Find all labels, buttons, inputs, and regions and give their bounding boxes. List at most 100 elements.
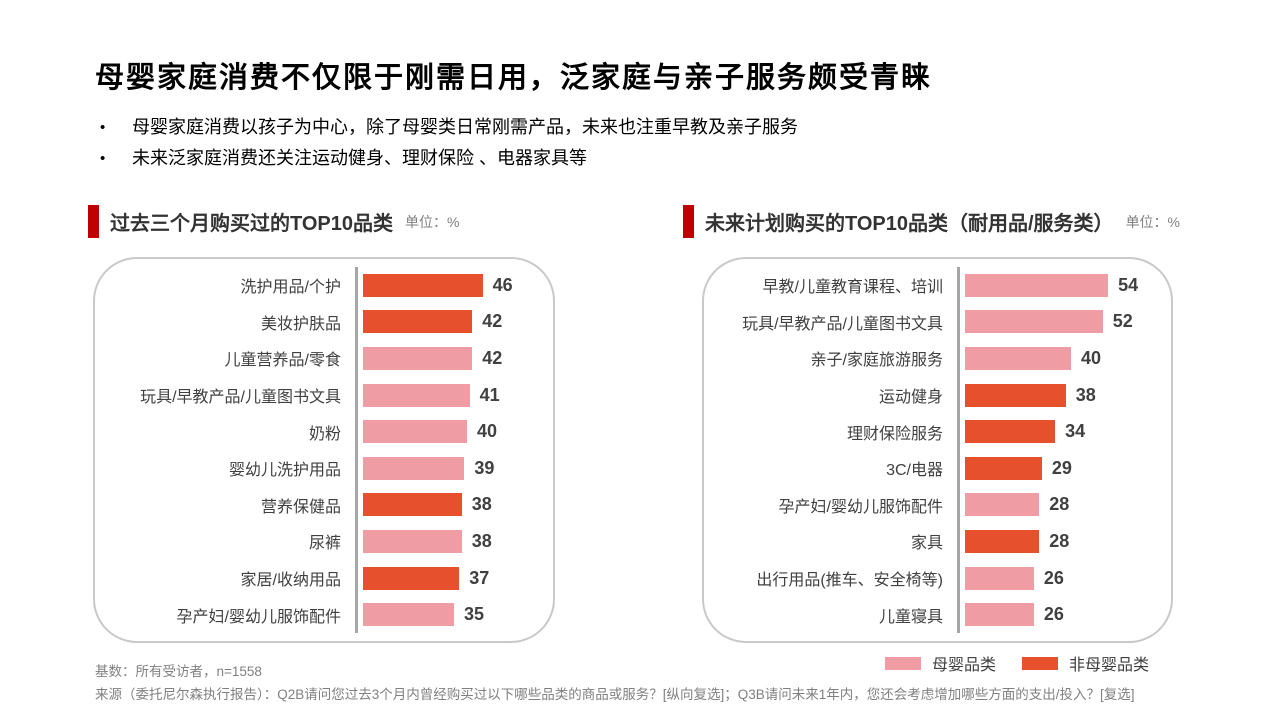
- bar: [363, 420, 467, 444]
- value-label: 54: [1118, 274, 1139, 295]
- bar-row: 家居/收纳用品 37: [95, 559, 553, 597]
- bullet-item: 未来泛家庭消费还关注运动健身、理财保险 、电器家具等: [98, 143, 798, 174]
- category-label: 运动健身: [878, 389, 943, 407]
- value-label: 37: [469, 567, 490, 588]
- category-label: 孕产妇/婴幼儿服饰配件: [778, 498, 943, 516]
- value-label: 35: [464, 604, 485, 625]
- bar-plot-area: 26: [957, 596, 1171, 633]
- bar-row: 玩具/早教产品/儿童图书文具 52: [704, 303, 1171, 341]
- bar: [965, 273, 1109, 297]
- category-label: 理财保险服务: [846, 425, 943, 443]
- value-label: 52: [1112, 311, 1133, 332]
- bar-row: 儿童寝具 26: [704, 596, 1171, 633]
- chart-title: 过去三个月购买过的TOP10品类: [110, 213, 393, 235]
- unit-label: 单位：%: [405, 213, 460, 230]
- bar: [965, 529, 1040, 553]
- bar-plot-area: 52: [957, 303, 1171, 341]
- legend-label: 母婴品类: [932, 657, 997, 674]
- bar-plot-area: 54: [957, 267, 1171, 304]
- bar-row: 孕产妇/婴幼儿服饰配件 35: [95, 596, 553, 633]
- value-label: 29: [1051, 457, 1072, 478]
- base-note: 基数：所有受访者，n=1558: [95, 664, 262, 679]
- value-label: 38: [471, 530, 492, 551]
- bar-row: 营养保健品 38: [95, 486, 553, 524]
- bar-plot-area: 28: [957, 486, 1171, 524]
- bar-plot-area: 37: [355, 559, 553, 597]
- legend-swatch-pink: [885, 656, 921, 670]
- value-label: 28: [1049, 494, 1070, 515]
- category-label: 美妆护肤品: [260, 315, 341, 333]
- chart-legend: 母婴品类 非母婴品类: [885, 651, 1149, 675]
- bar-plot-area: 41: [355, 376, 553, 414]
- chart-header-future: 未来计划购买的TOP10品类（耐用品/服务类） 单位：%: [683, 205, 1180, 238]
- bar-plot-area: 42: [355, 340, 553, 377]
- bar-plot-area: 38: [355, 486, 553, 524]
- value-label: 26: [1043, 567, 1064, 588]
- bar: [965, 493, 1040, 517]
- value-label: 42: [482, 347, 503, 368]
- category-label: 亲子/家庭旅游服务: [810, 352, 943, 370]
- bar: [363, 603, 454, 627]
- value-label: 34: [1065, 421, 1086, 442]
- bar: [363, 383, 470, 407]
- category-label: 洗护用品/个护: [240, 279, 341, 297]
- bar-row: 理财保险服务 34: [704, 413, 1171, 450]
- bar: [965, 420, 1056, 444]
- bar-row: 美妆护肤品 42: [95, 303, 553, 341]
- category-label: 尿裤: [308, 535, 341, 553]
- bar: [965, 566, 1034, 590]
- category-label: 玩具/早教产品/儿童图书文具: [140, 389, 341, 407]
- bar-row: 3C/电器 29: [704, 449, 1171, 487]
- red-accent-marker: [88, 205, 99, 238]
- bar-plot-area: 29: [957, 449, 1171, 487]
- bar-row: 婴幼儿洗护用品 39: [95, 449, 553, 487]
- bar-plot-area: 28: [957, 523, 1171, 560]
- bar-plot-area: 46: [355, 267, 553, 304]
- category-label: 奶粉: [308, 425, 341, 443]
- value-label: 38: [1075, 384, 1096, 405]
- bar-row: 玩具/早教产品/儿童图书文具 41: [95, 376, 553, 414]
- bar-plot-area: 39: [355, 449, 553, 487]
- value-label: 26: [1043, 604, 1064, 625]
- bar-plot-area: 26: [957, 559, 1171, 597]
- bar-plot-area: 34: [957, 413, 1171, 450]
- value-label: 38: [471, 494, 492, 515]
- chart-title: 未来计划购买的TOP10品类（耐用品/服务类）: [705, 213, 1114, 235]
- legend-item-maternal: 母婴品类: [885, 651, 996, 675]
- bar-row: 洗护用品/个护 46: [95, 267, 553, 304]
- category-label: 孕产妇/婴幼儿服饰配件: [176, 608, 341, 626]
- bar: [965, 310, 1103, 334]
- bar-row: 尿裤 38: [95, 523, 553, 560]
- value-label: 40: [477, 421, 498, 442]
- category-label: 营养保健品: [260, 498, 341, 516]
- value-label: 28: [1049, 530, 1070, 551]
- bar: [363, 566, 460, 590]
- bar-plot-area: 35: [355, 596, 553, 633]
- bar-row: 儿童营养品/零食 42: [95, 340, 553, 377]
- bar: [363, 346, 473, 370]
- category-label: 婴幼儿洗护用品: [228, 462, 341, 480]
- footer: 基数：所有受访者，n=1558 来源（委托尼尔森执行报告）：Q2B请问您过去3个…: [95, 660, 1135, 706]
- bullet-item: 母婴家庭消费以孩子为中心，除了母婴类日常刚需产品，未来也注重早教及亲子服务: [98, 112, 798, 143]
- source-note: 来源（委托尼尔森执行报告）：Q2B请问您过去3个月内曾经购买过以下哪些品类的商品…: [95, 687, 1135, 702]
- bar: [363, 493, 462, 517]
- category-label: 玩具/早教产品/儿童图书文具: [742, 315, 943, 333]
- bar-row: 亲子/家庭旅游服务 40: [704, 340, 1171, 377]
- bar-plot-area: 40: [355, 413, 553, 450]
- bar: [363, 456, 465, 480]
- category-label: 3C/电器: [886, 462, 943, 480]
- unit-label: 单位：%: [1125, 213, 1181, 230]
- category-label: 儿童营养品/零食: [224, 352, 341, 370]
- category-label: 家具: [910, 535, 943, 553]
- value-label: 40: [1081, 347, 1102, 368]
- category-label: 出行用品(推车、安全椅等): [756, 572, 943, 590]
- bar: [965, 346, 1071, 370]
- page-title: 母婴家庭消费不仅限于刚需日用，泛家庭与亲子服务颇受青睐: [95, 62, 933, 94]
- bar-chart-future-purchases: 早教/儿童教育课程、培训 54 玩具/早教产品/儿童图书文具 52 亲子/家庭旅游服务 4…: [702, 257, 1173, 643]
- chart-header-past: 过去三个月购买过的TOP10品类 单位：%: [88, 205, 459, 238]
- bar-chart-past-purchases: 洗护用品/个护 46 美妆护肤品 42 儿童营养品/零食 42 玩具/早教产品/儿童图书文具…: [93, 257, 555, 643]
- bar-row: 早教/儿童教育课程、培训 54: [704, 267, 1171, 304]
- legend-item-non-maternal: 非母婴品类: [1022, 651, 1149, 675]
- bar-row: 奶粉 40: [95, 413, 553, 450]
- bar-plot-area: 38: [957, 376, 1171, 414]
